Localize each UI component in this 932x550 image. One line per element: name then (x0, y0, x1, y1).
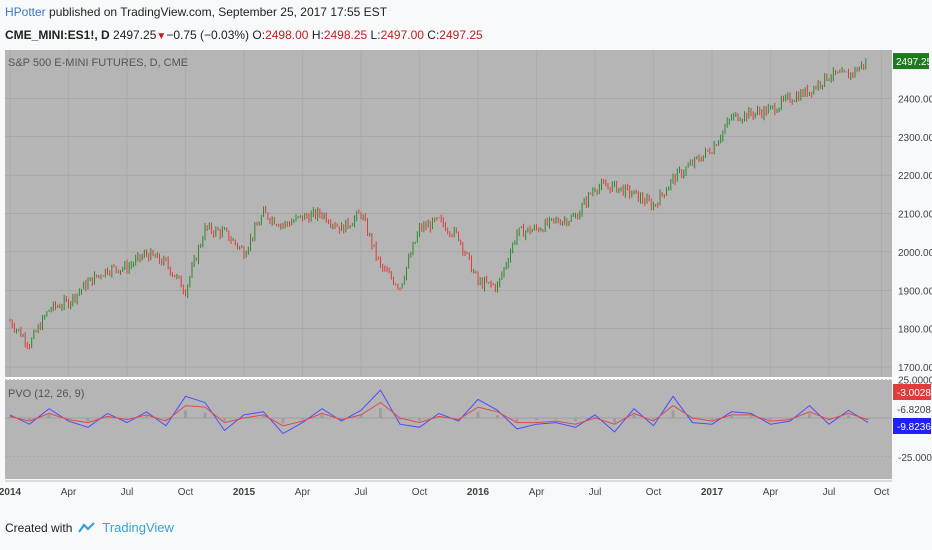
time-tick-label: 2016 (467, 487, 490, 498)
price-chart[interactable]: S&P 500 E-MINI FUTURES, D, CME 1700.00 18… (0, 47, 932, 507)
tradingview-brand[interactable]: TradingView (102, 520, 174, 535)
price-tick-label: 2200.00 (898, 171, 932, 182)
price-tick-label: 2400.00 (898, 94, 932, 105)
close-value: 2497.25 (439, 28, 483, 42)
price-change: −0.75 (−0.03%) (166, 28, 250, 42)
price-tick-label: 1800.00 (898, 325, 932, 336)
main-title: S&P 500 E-MINI FUTURES, D, CME (8, 57, 188, 69)
time-tick-label: Oct (874, 487, 890, 498)
time-tick-label: Apr (295, 487, 311, 498)
price-tick-label: 1900.00 (898, 286, 932, 297)
pvo-tick-label: -25.0000 (898, 453, 932, 464)
time-tick-label: Oct (412, 487, 428, 498)
pvo-value-badge (893, 418, 931, 434)
pvo-title: PVO (12, 26, 9) (8, 388, 84, 400)
price-tick-label: 2000.00 (898, 248, 932, 259)
pvo-tick-label: 25.0000 (898, 375, 932, 386)
time-tick-label: Jul (823, 487, 836, 498)
close-label: C: (427, 28, 440, 42)
time-tick-label: 2017 (701, 487, 724, 498)
high-label: H: (311, 28, 324, 42)
main-grid (5, 50, 892, 377)
pvo-signal-line (9, 401, 869, 427)
price-tick-label: 1700.00 (898, 363, 932, 374)
time-tick-label: Apr (763, 487, 779, 498)
price-axis: 1700.00 1800.00 1900.00 2000.00 2100.00 2200.… (893, 53, 932, 374)
pvo-axis: 25.0000 -25.0000 -3.0028 -6.8208 -9.8236 (893, 375, 932, 464)
pvo-value-badge (893, 384, 931, 400)
pvo-lines (8, 389, 870, 435)
last-price-badge (893, 53, 929, 70)
time-tick-label: 2015 (233, 487, 256, 498)
price-tick-label: 2300.00 (898, 133, 932, 144)
footer: Created with TradingView (5, 520, 174, 535)
low-value: 2497.00 (380, 28, 424, 42)
time-tick-label: Jul (589, 487, 602, 498)
pvo-value-label: -3.0028 (897, 388, 931, 399)
time-tick-label: 2014 (0, 487, 22, 498)
pvo-pane-bg (5, 380, 892, 479)
last-price: 2497.25 (113, 28, 157, 42)
open-value: 2498.00 (265, 28, 309, 42)
symbol-label[interactable]: CME_MINI:ES1!, D (5, 28, 110, 42)
main-pane: S&P 500 E-MINI FUTURES, D, CME (5, 50, 892, 377)
pvo-pane: PVO (12, 26, 9) (5, 379, 892, 479)
created-with-label: Created with (5, 520, 73, 535)
time-tick-label: Jul (355, 487, 368, 498)
last-price-label: 2497.25 (896, 57, 932, 68)
author-link[interactable]: HPotter (5, 5, 46, 19)
tradingview-logo-icon (78, 521, 96, 533)
time-tick-label: Oct (178, 487, 194, 498)
time-tick-label: Jul (121, 487, 134, 498)
pvo-value-label: -6.8208 (897, 405, 931, 416)
price-tick-label: 2100.00 (898, 210, 932, 221)
high-value: 2498.25 (323, 28, 368, 42)
time-tick-label: Apr (61, 487, 77, 498)
publish-info: published on TradingView.com, September … (45, 5, 388, 19)
low-label: L: (370, 28, 381, 42)
publish-header: HPotter published on TradingView.com, Se… (5, 4, 387, 20)
time-axis: 2014 Apr Jul Oct 2015 Apr Jul Oct 2016 Apr Jul Oct 2… (0, 480, 892, 498)
time-tick-label: Oct (646, 487, 662, 498)
ohlc-bar: CME_MINI:ES1!, D 2497.25▼−0.75 (−0.03%) … (5, 27, 483, 45)
time-tick-label: Apr (529, 487, 545, 498)
down-arrow-icon: ▼ (156, 31, 167, 42)
pvo-value-label: -9.8236 (897, 422, 931, 433)
open-label: O: (252, 28, 266, 42)
candles (9, 58, 867, 350)
